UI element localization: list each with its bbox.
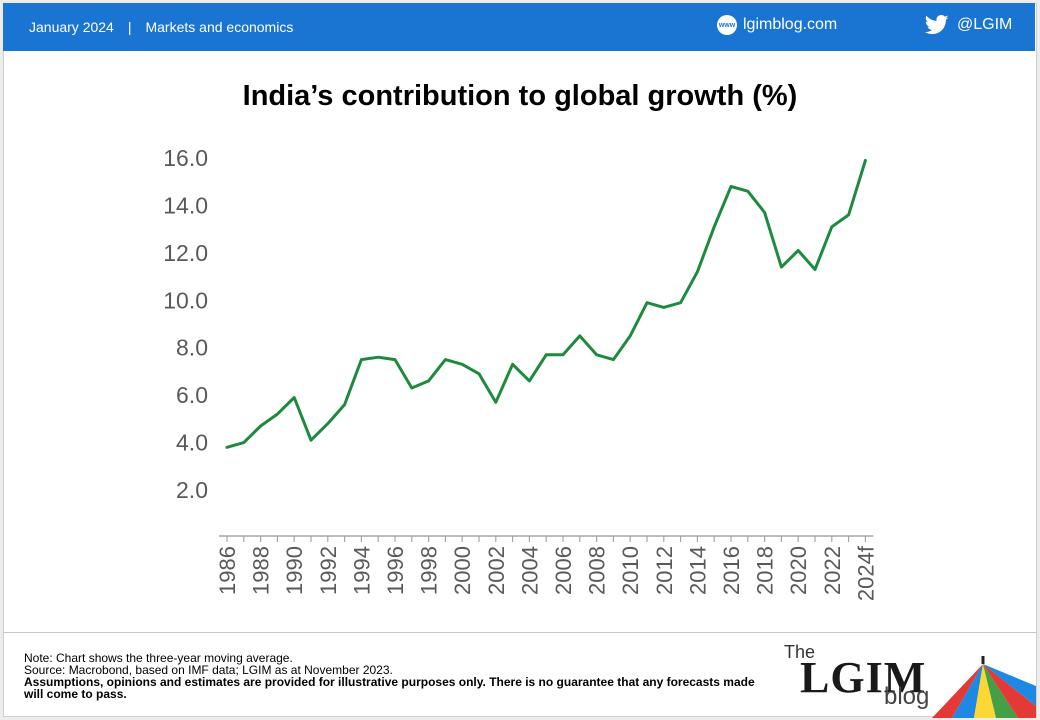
x-tick-label: 2002 bbox=[484, 546, 509, 595]
data-point bbox=[661, 305, 666, 310]
chart-notes: Note: Chart shows the three-year moving … bbox=[24, 652, 764, 700]
note-text: Note: Chart shows the three-year moving … bbox=[24, 651, 293, 665]
data-point bbox=[594, 352, 599, 357]
site-link[interactable]: www lgimblog.com bbox=[717, 15, 837, 35]
data-point bbox=[292, 395, 297, 400]
data-point bbox=[493, 400, 498, 405]
data-point bbox=[846, 212, 851, 217]
data-point bbox=[309, 438, 314, 443]
x-tick-label: 2010 bbox=[618, 546, 643, 595]
data-point bbox=[409, 386, 414, 391]
data-point bbox=[829, 224, 834, 229]
data-point bbox=[342, 402, 347, 407]
x-tick-label: 1996 bbox=[383, 546, 408, 595]
logo-the: The bbox=[784, 642, 816, 662]
x-tick-label: 1998 bbox=[417, 546, 442, 595]
logo-lgim: LGIM bbox=[800, 653, 927, 702]
header-separator: | bbox=[127, 19, 132, 35]
data-point bbox=[376, 355, 381, 360]
data-point bbox=[275, 412, 280, 417]
data-point bbox=[225, 445, 230, 450]
header-left: January 2024 | Markets and economics bbox=[29, 19, 293, 35]
site-url[interactable]: lgimblog.com bbox=[743, 16, 838, 33]
data-point bbox=[745, 189, 750, 194]
y-tick-label: 10.0 bbox=[163, 287, 208, 313]
data-point bbox=[678, 300, 683, 305]
y-tick-label: 4.0 bbox=[176, 430, 208, 456]
y-tick-label: 6.0 bbox=[176, 382, 208, 408]
www-icon: www bbox=[717, 15, 737, 35]
twitter-link[interactable]: @LGIM bbox=[925, 15, 1012, 35]
data-point bbox=[796, 248, 801, 253]
twitter-icon bbox=[925, 15, 949, 35]
chart-title: India’s contribution to global growth (%… bbox=[242, 80, 798, 112]
x-tick-label: 2012 bbox=[652, 546, 677, 595]
x-tick-label: 2006 bbox=[551, 546, 576, 595]
data-point bbox=[611, 357, 616, 362]
x-tick-label: 1992 bbox=[316, 546, 341, 595]
data-point bbox=[729, 184, 734, 189]
x-tick-label: 1988 bbox=[249, 546, 274, 595]
data-point bbox=[241, 440, 246, 445]
x-tick-label: 2008 bbox=[585, 546, 610, 595]
data-point bbox=[426, 378, 431, 383]
data-point bbox=[393, 357, 398, 362]
slide-frame bbox=[3, 3, 1037, 717]
x-tick-label: 1994 bbox=[349, 546, 374, 595]
y-tick-label: 12.0 bbox=[163, 240, 208, 266]
x-tick-label: 2004 bbox=[517, 546, 542, 595]
logo-blog: blog bbox=[884, 683, 930, 710]
data-point bbox=[359, 357, 364, 362]
y-tick-label: 8.0 bbox=[176, 335, 208, 361]
data-point bbox=[863, 158, 868, 163]
x-tick-label: 2022 bbox=[820, 546, 845, 595]
data-point bbox=[561, 352, 566, 357]
data-point bbox=[762, 210, 767, 215]
data-point bbox=[527, 378, 532, 383]
twitter-handle[interactable]: @LGIM bbox=[957, 16, 1013, 33]
data-point bbox=[813, 267, 818, 272]
data-point bbox=[779, 265, 784, 270]
header-bar: January 2024 | Markets and economics www l… bbox=[3, 3, 1035, 51]
disclaimer-text: Assumptions, opinions and estimates are … bbox=[24, 675, 755, 701]
x-tick-label: 2020 bbox=[786, 546, 811, 595]
y-tick-label: 16.0 bbox=[163, 145, 208, 171]
data-point bbox=[695, 269, 700, 274]
source-text: Source: Macrobond, based on IMF data; LG… bbox=[24, 663, 393, 677]
umbrella-logo-icon bbox=[932, 656, 1036, 718]
data-point bbox=[460, 362, 465, 367]
data-point bbox=[510, 362, 515, 367]
data-point bbox=[443, 357, 448, 362]
x-tick-label: 1986 bbox=[215, 546, 240, 595]
header-date: January 2024 bbox=[29, 19, 114, 35]
data-point bbox=[544, 352, 549, 357]
data-point bbox=[645, 300, 650, 305]
y-tick-label: 2.0 bbox=[176, 477, 208, 503]
x-tick-label: 2014 bbox=[685, 546, 710, 595]
x-tick-label: 1990 bbox=[282, 546, 307, 595]
data-point bbox=[577, 333, 582, 338]
data-point bbox=[325, 421, 330, 426]
footer-divider bbox=[3, 632, 1037, 633]
x-tick-label: 2016 bbox=[719, 546, 744, 595]
data-point bbox=[477, 371, 482, 376]
x-tick-label: 2024f bbox=[853, 545, 878, 601]
data-point bbox=[258, 423, 263, 428]
x-tick-label: 2018 bbox=[753, 546, 778, 595]
y-tick-label: 14.0 bbox=[163, 192, 208, 218]
data-point bbox=[712, 224, 717, 229]
x-tick-label: 2000 bbox=[450, 546, 475, 595]
header-section: Markets and economics bbox=[145, 19, 294, 35]
data-point bbox=[628, 333, 633, 338]
series-line bbox=[225, 158, 867, 449]
